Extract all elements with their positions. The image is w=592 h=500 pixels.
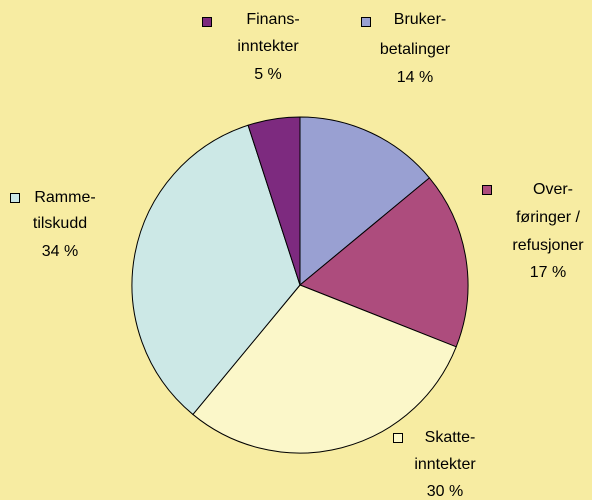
pie-slice	[247, 116, 301, 286]
pie-slice	[131, 124, 301, 416]
slice-label: Ramme-	[34, 189, 95, 206]
slice-label: Over-	[533, 181, 573, 198]
slice-label: tilskudd	[33, 215, 87, 232]
pie-slice	[299, 116, 431, 287]
legend-marker	[10, 193, 20, 203]
pie-slice	[192, 284, 457, 454]
value-label: 14 %	[397, 69, 433, 86]
value-label: 34 %	[42, 243, 78, 260]
value-label: 30 %	[427, 483, 463, 500]
legend-marker	[482, 185, 492, 195]
slice-label: Finans-	[246, 11, 299, 28]
pie-slice	[299, 177, 469, 348]
legend-marker	[202, 17, 212, 27]
value-label: 17 %	[530, 264, 566, 281]
slice-label: refusjoner	[512, 237, 584, 254]
slice-label: føringer /	[516, 209, 581, 226]
legend-marker	[393, 433, 403, 443]
slice-label: inntekter	[414, 456, 476, 473]
slice-label: inntekter	[237, 38, 299, 55]
slice-label: betalinger	[380, 41, 451, 58]
slice-label: Bruker-	[394, 11, 446, 28]
legend-marker	[361, 17, 371, 27]
slice-label: Skatte-	[425, 429, 476, 446]
value-label: 5 %	[254, 66, 282, 83]
